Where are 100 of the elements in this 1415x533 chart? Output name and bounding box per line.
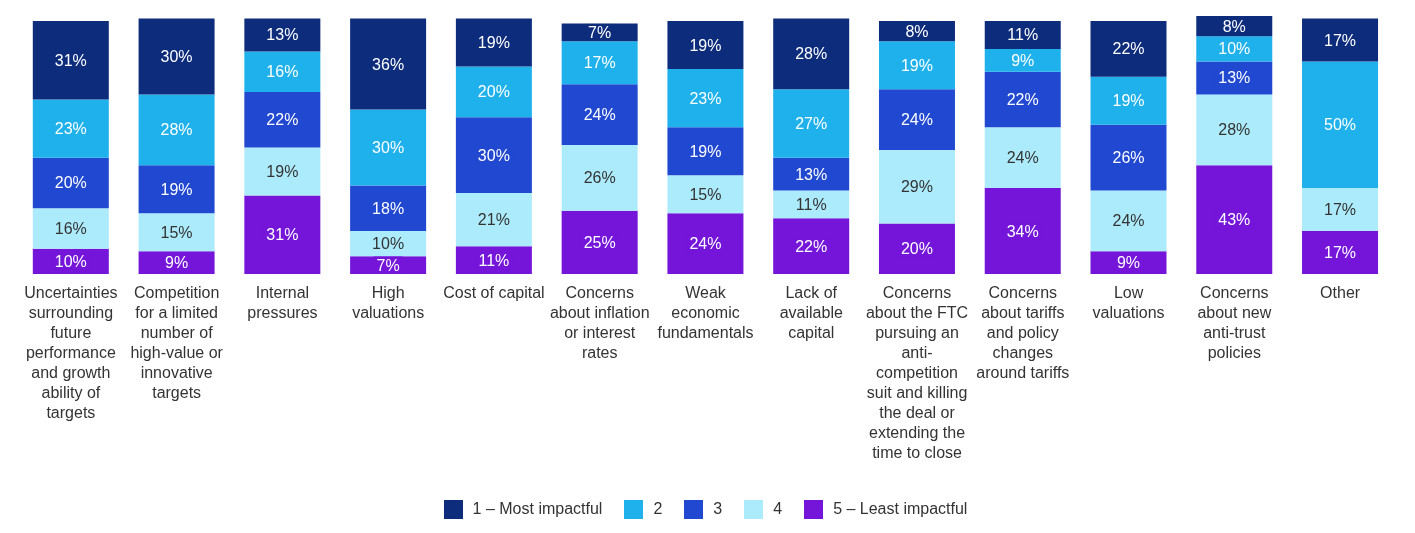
x-tick-label: Low valuations — [1092, 284, 1165, 321]
legend-label: 4 — [773, 500, 783, 518]
data-label: 17% — [583, 54, 616, 72]
category-label: Concerns about the FTC pursuing an anti-competition suit and killing the deal or extending the time to close — [865, 284, 969, 461]
data-label: 16% — [54, 219, 87, 237]
bar — [773, 89, 850, 158]
data-label: 28% — [795, 45, 828, 63]
data-label: 19% — [1112, 92, 1145, 110]
x-tick-label: Lack of available capital — [779, 284, 843, 341]
bar — [455, 117, 532, 194]
data-label: 29% — [900, 178, 933, 196]
data-label: 50% — [1324, 116, 1357, 134]
x-tick-label: Concerns about new anti-trust policies — [1197, 284, 1272, 361]
bar — [244, 195, 321, 274]
bar — [138, 18, 215, 95]
data-label: 21% — [477, 211, 510, 229]
x-tick-label: Concerns about tariffs and policy changes around tariffs — [976, 284, 1070, 381]
data-label: 9% — [165, 254, 189, 272]
bar — [561, 210, 638, 274]
legend-label: 3 — [713, 500, 723, 518]
bar — [667, 213, 744, 274]
data-label: 26% — [583, 169, 616, 187]
data-label: 19% — [477, 34, 510, 52]
data-label: 15% — [689, 185, 722, 203]
bar — [138, 94, 215, 166]
data-label: 30% — [372, 139, 405, 157]
data-label: 22% — [1006, 90, 1039, 108]
data-label: 36% — [372, 55, 405, 73]
x-tick-label: Cost of capital — [443, 284, 545, 301]
bar — [32, 21, 109, 100]
bar — [1090, 124, 1167, 191]
bar — [32, 99, 109, 158]
data-label: 23% — [689, 89, 722, 107]
data-label: 8% — [905, 22, 929, 40]
data-label: 8% — [1222, 17, 1246, 35]
data-label: 24% — [1006, 149, 1039, 167]
data-label: 13% — [795, 165, 828, 183]
data-label: 24% — [900, 111, 933, 129]
bar — [984, 188, 1061, 274]
data-label: 16% — [266, 63, 299, 81]
bar — [350, 18, 427, 110]
data-label: 20% — [900, 240, 933, 258]
data-label: 27% — [795, 115, 828, 132]
data-label: 9% — [1011, 51, 1035, 69]
x-tick-label: Concerns about inflation or interest rates — [549, 284, 650, 361]
data-label: 7% — [588, 23, 612, 41]
legend-label: 1 – Most impactful — [472, 500, 603, 518]
data-label: 10% — [372, 235, 405, 253]
bar — [1196, 165, 1273, 274]
data-label: 17% — [1324, 31, 1357, 49]
legend-label: 2 — [653, 500, 663, 518]
bar — [878, 150, 955, 224]
data-label: 11% — [478, 251, 510, 269]
data-label: 28% — [160, 121, 193, 139]
bar — [1196, 94, 1273, 166]
data-label: 15% — [160, 223, 193, 241]
data-label: 13% — [266, 26, 299, 44]
data-label: 11% — [795, 195, 827, 213]
bar — [561, 84, 638, 145]
data-label: 25% — [583, 233, 616, 251]
bar — [350, 109, 427, 186]
data-label: 19% — [689, 142, 722, 160]
data-label: 20% — [477, 83, 510, 101]
data-label: 24% — [689, 235, 722, 253]
bar — [984, 127, 1061, 188]
data-label: 20% — [54, 174, 87, 192]
legend-label: 5 – Least impactful — [833, 500, 968, 518]
data-label: 10% — [54, 252, 87, 270]
bar — [561, 145, 638, 211]
data-label: 23% — [54, 120, 87, 138]
data-label: 24% — [583, 106, 616, 124]
data-label: 30% — [477, 146, 510, 164]
data-label: 19% — [900, 56, 933, 74]
x-tick-label: High valuations — [352, 284, 425, 321]
x-tick-label: Other — [1320, 284, 1361, 301]
data-label: 19% — [689, 36, 722, 54]
data-label: 19% — [266, 163, 299, 181]
data-label: 11% — [1007, 26, 1039, 44]
x-tick-label: Uncertainties surrounding future performance and growth ability of targets — [24, 284, 118, 421]
data-label: 22% — [1112, 40, 1145, 58]
data-label: 31% — [266, 226, 299, 244]
data-label: 22% — [266, 111, 299, 129]
x-tick-label: Weak economic fundamentals — [657, 284, 754, 341]
data-label: 28% — [1218, 121, 1251, 139]
data-label: 22% — [795, 237, 828, 255]
data-label: 9% — [1116, 254, 1141, 272]
data-label: 34% — [1006, 222, 1039, 240]
x-tick-label: Competition for a limited number of high-value or innovative targets — [130, 284, 224, 401]
data-label: 17% — [1324, 244, 1357, 261]
data-label: 10% — [1218, 40, 1251, 58]
data-label: 13% — [1218, 69, 1251, 87]
data-label: 19% — [160, 180, 193, 198]
data-label: 26% — [1112, 149, 1145, 167]
data-label: 24% — [1112, 212, 1145, 230]
data-label: 7% — [376, 256, 400, 274]
data-label: 18% — [372, 199, 405, 217]
data-label: 17% — [1324, 201, 1357, 218]
bar — [1302, 61, 1379, 188]
data-label: 43% — [1218, 211, 1251, 229]
bar — [878, 89, 955, 151]
